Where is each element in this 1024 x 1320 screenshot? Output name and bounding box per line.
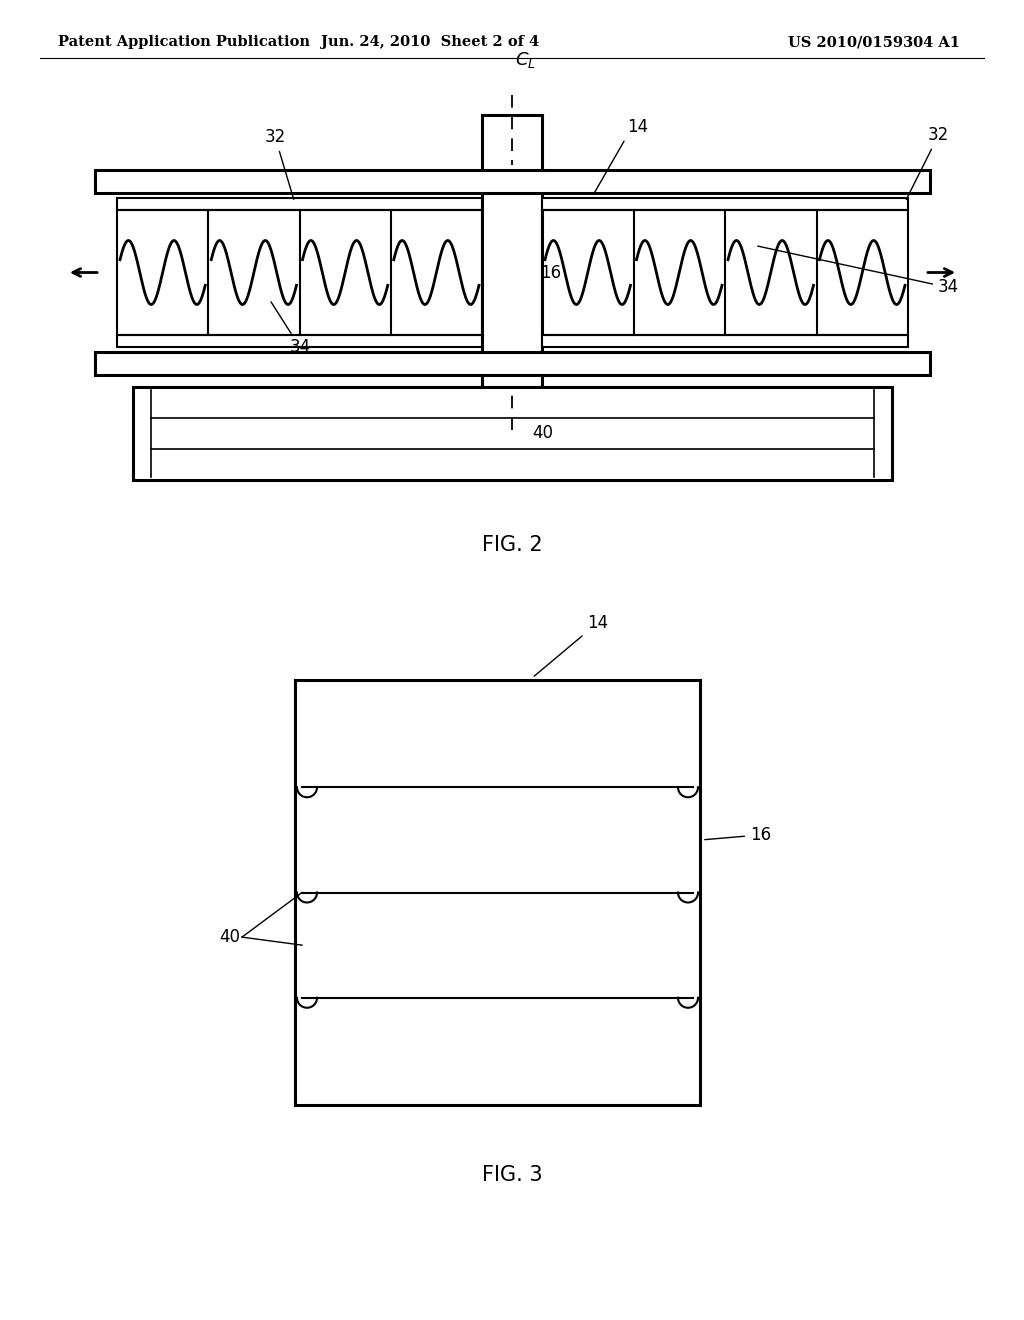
Polygon shape bbox=[542, 198, 908, 210]
Text: 40: 40 bbox=[219, 928, 240, 946]
Text: Patent Application Publication: Patent Application Publication bbox=[58, 36, 310, 49]
Text: 16: 16 bbox=[705, 826, 771, 843]
Text: FIG. 2: FIG. 2 bbox=[481, 535, 543, 554]
Text: 32: 32 bbox=[264, 128, 294, 199]
Text: Jun. 24, 2010  Sheet 2 of 4: Jun. 24, 2010 Sheet 2 of 4 bbox=[321, 36, 539, 49]
Polygon shape bbox=[117, 335, 482, 347]
Text: 14: 14 bbox=[535, 614, 608, 676]
Text: 32: 32 bbox=[906, 125, 949, 199]
Text: 34: 34 bbox=[758, 246, 959, 297]
Polygon shape bbox=[133, 387, 892, 480]
Polygon shape bbox=[542, 335, 908, 347]
Text: $C_L$: $C_L$ bbox=[515, 50, 536, 70]
Text: 14: 14 bbox=[593, 117, 648, 194]
Text: US 2010/0159304 A1: US 2010/0159304 A1 bbox=[788, 36, 961, 49]
Text: 34: 34 bbox=[271, 302, 310, 356]
Text: FIG. 3: FIG. 3 bbox=[481, 1166, 543, 1185]
Polygon shape bbox=[95, 170, 930, 193]
Text: 16: 16 bbox=[540, 264, 561, 281]
Text: 40: 40 bbox=[532, 425, 553, 442]
Polygon shape bbox=[117, 198, 482, 210]
Polygon shape bbox=[482, 115, 542, 425]
Polygon shape bbox=[95, 352, 930, 375]
